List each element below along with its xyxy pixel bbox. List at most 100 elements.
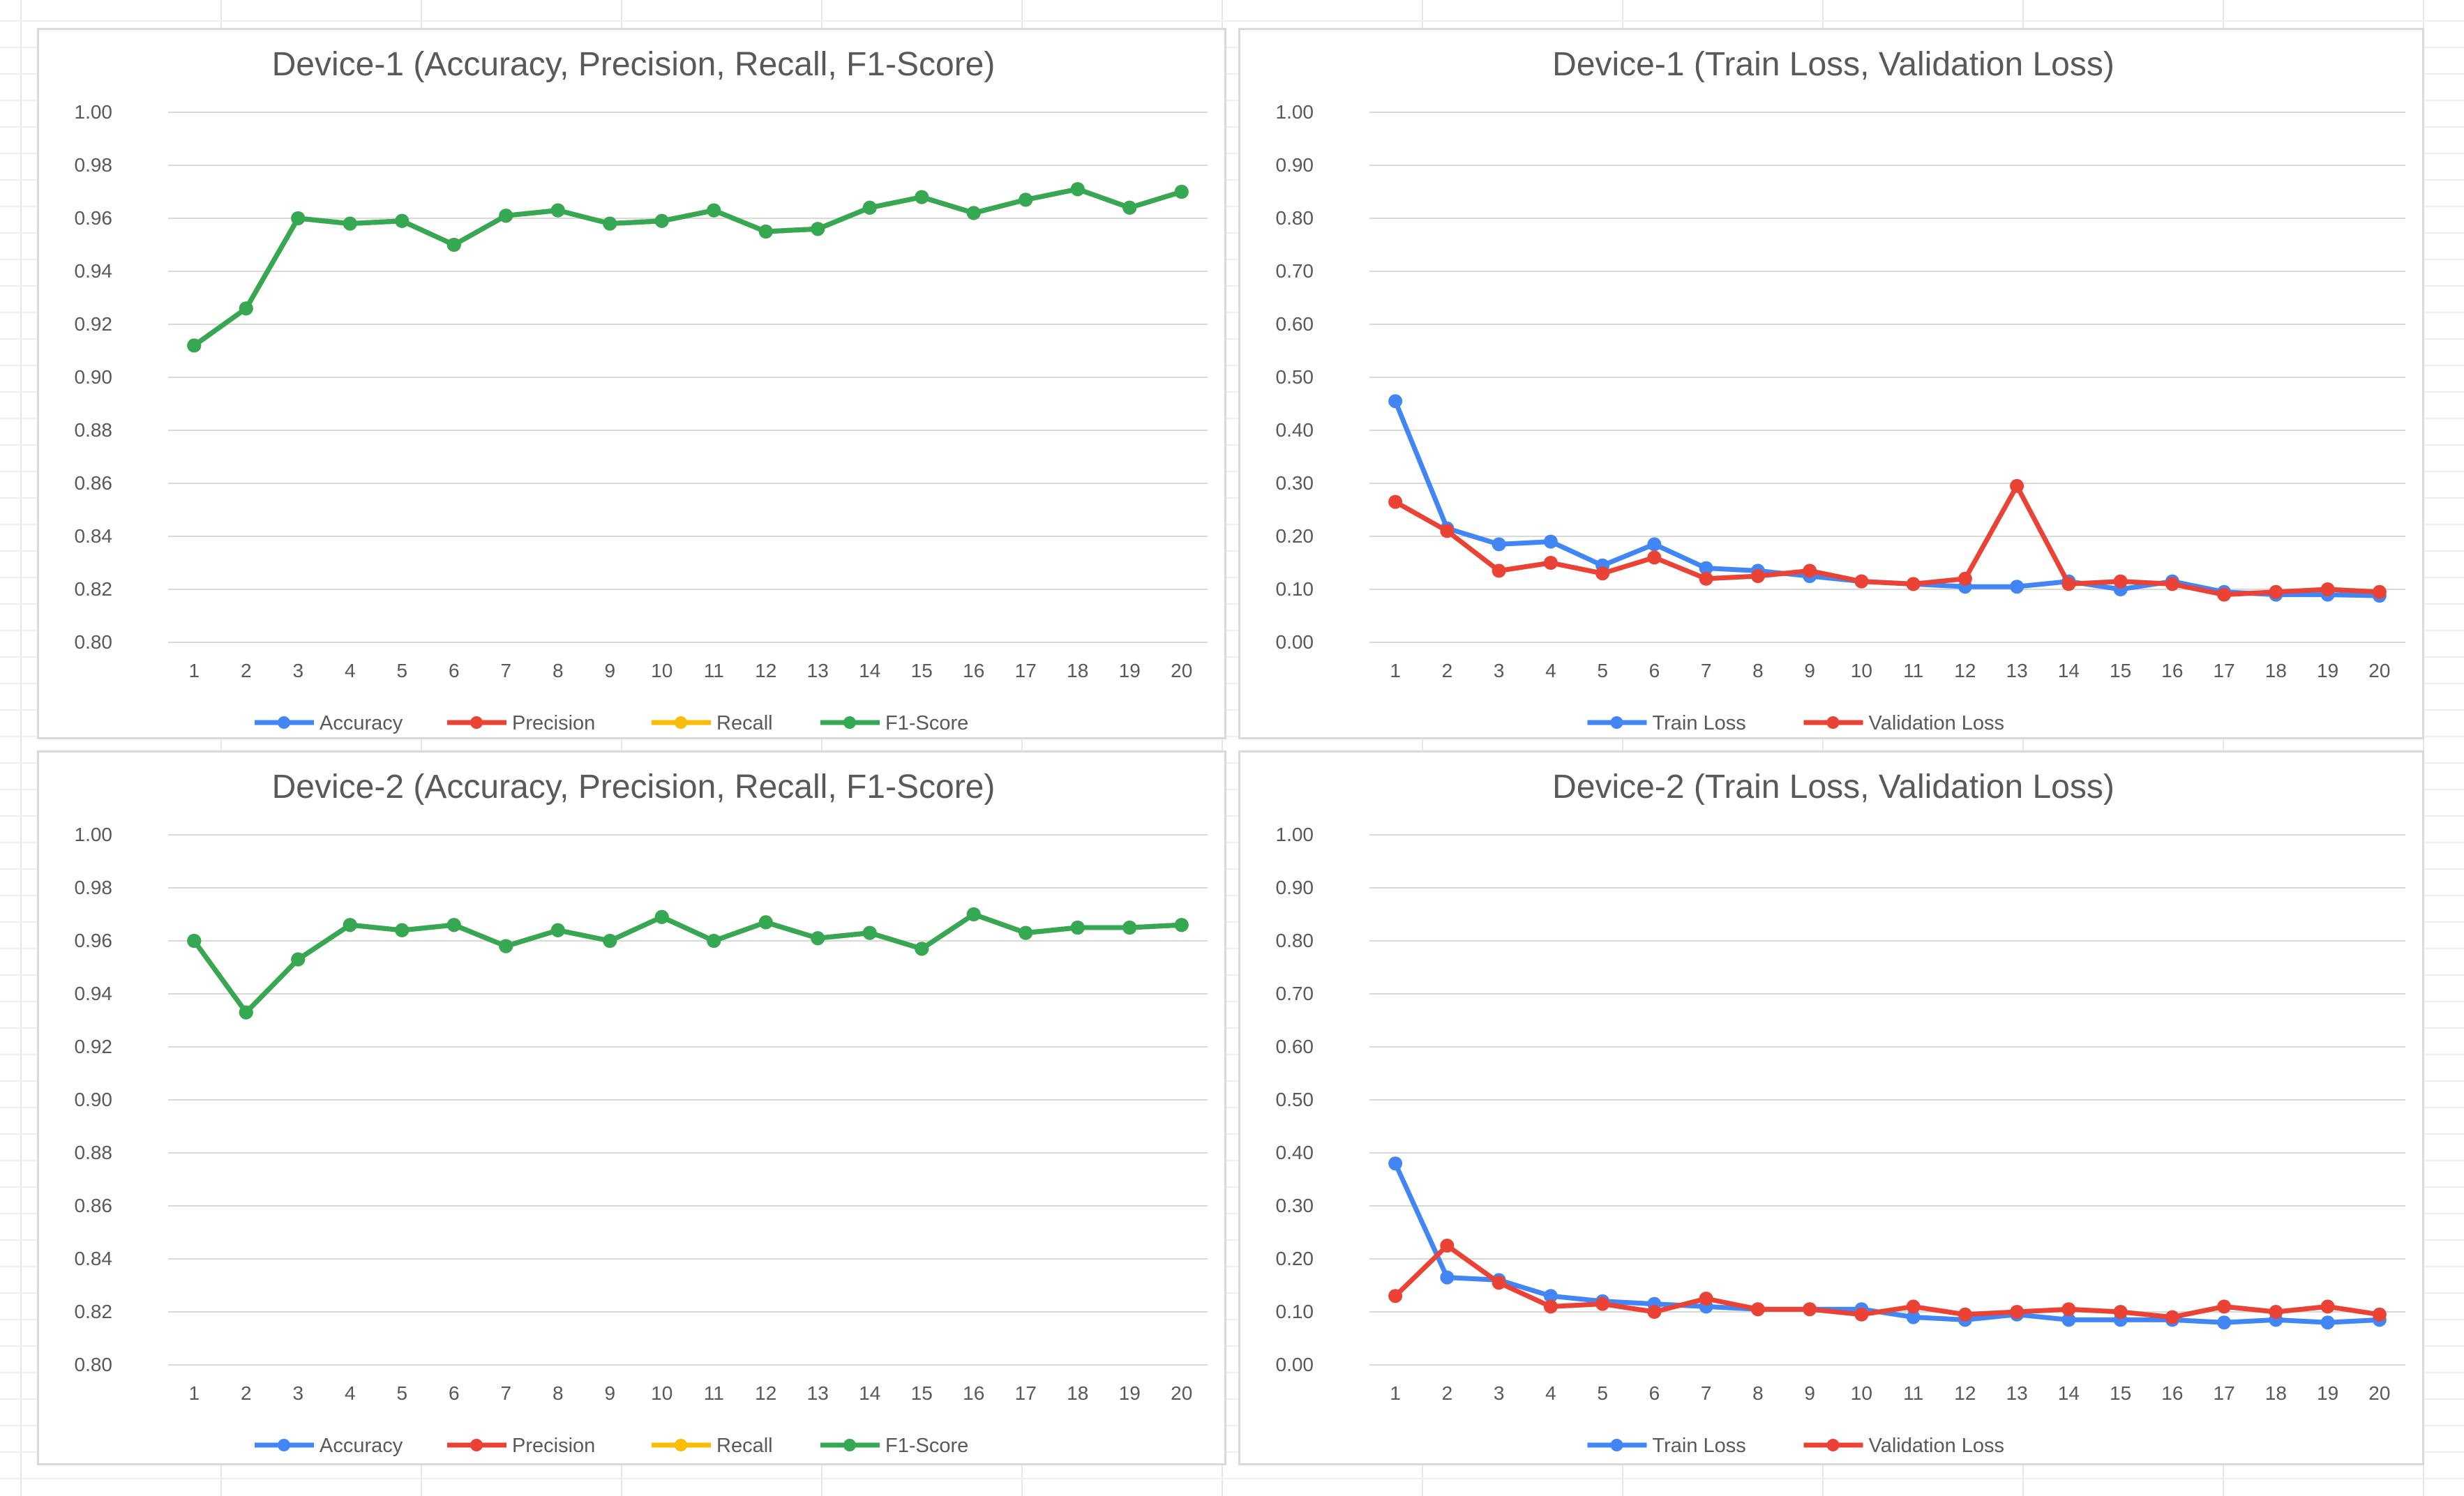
data-point: [862, 925, 877, 940]
x-tick-label: 5: [1597, 660, 1608, 681]
data-point: [1492, 1276, 1506, 1290]
x-tick-label: 6: [449, 1382, 460, 1404]
x-tick-label: 8: [553, 660, 564, 681]
data-point: [1750, 569, 1765, 583]
data-point: [1906, 1310, 1921, 1324]
data-point: [2113, 1305, 2128, 1319]
data-point: [1699, 571, 1713, 586]
y-tick-label: 0.20: [1276, 525, 1314, 547]
data-point: [1070, 182, 1085, 197]
y-tick-label: 0.20: [1276, 1248, 1314, 1269]
legend-label: Recall: [716, 712, 773, 734]
chart-device2-metrics[interactable]: Device-2 (Accuracy, Precision, Recall, F…: [37, 750, 1226, 1465]
x-tick-label: 17: [1015, 660, 1037, 681]
x-tick-label: 13: [807, 1382, 829, 1404]
data-point: [603, 934, 617, 948]
data-point: [654, 909, 669, 924]
data-point: [2061, 577, 2076, 591]
data-point: [758, 225, 773, 239]
data-point: [1906, 1299, 1921, 1314]
x-tick-label: 12: [755, 660, 776, 681]
data-point: [550, 203, 565, 218]
x-tick-label: 10: [651, 660, 673, 681]
series-line-train-loss: [1392, 1161, 2382, 1325]
legend-label: Train Loss: [1653, 712, 1746, 734]
x-tick-label: 5: [1597, 1382, 1608, 1404]
data-point: [1440, 524, 1455, 538]
x-tick-label: 3: [292, 1382, 303, 1404]
data-point: [1174, 185, 1189, 199]
legend-label: Accuracy: [320, 1435, 403, 1457]
data-point: [1803, 564, 1817, 578]
x-tick-label: 12: [755, 1382, 776, 1404]
x-tick-label: 14: [2058, 660, 2080, 681]
x-tick-label: 10: [1851, 660, 1872, 681]
y-tick-label: 0.80: [75, 1354, 113, 1375]
y-tick-label: 0.94: [75, 983, 113, 1004]
data-point: [2010, 478, 2024, 493]
data-point: [2320, 1299, 2335, 1314]
y-tick-label: 0.60: [1276, 313, 1314, 335]
x-tick-label: 8: [1752, 660, 1764, 681]
data-point: [2010, 580, 2024, 594]
legend-label: F1-Score: [885, 1435, 968, 1457]
series-line-accuracy: [191, 186, 1185, 348]
legend-marker: [843, 1439, 856, 1451]
chart-title: Device-2 (Train Loss, Validation Loss): [1552, 769, 2114, 806]
series-line-validation-loss: [1392, 483, 2382, 598]
legend-marker: [1826, 1439, 1840, 1451]
x-tick-label: 19: [1119, 660, 1141, 681]
chart-device1-loss[interactable]: Device-1 (Train Loss, Validation Loss) 0…: [1238, 28, 2424, 739]
y-tick-label: 0.84: [75, 1248, 113, 1269]
x-tick-label: 6: [1649, 1382, 1660, 1404]
data-point: [1070, 921, 1085, 935]
x-tick-label: 11: [704, 660, 724, 681]
data-point: [2217, 1315, 2232, 1330]
data-point: [2165, 1310, 2179, 1324]
chart-device2-loss[interactable]: Device-2 (Train Loss, Validation Loss) 0…: [1238, 750, 2424, 1465]
x-tick-label: 12: [1954, 1382, 1976, 1404]
data-point: [343, 216, 357, 231]
data-point: [2372, 584, 2387, 599]
y-tick-label: 0.96: [75, 930, 113, 951]
x-tick-label: 3: [1494, 660, 1505, 681]
data-point: [654, 213, 669, 228]
y-tick-label: 0.90: [75, 366, 113, 388]
y-tick-label: 0.82: [75, 1301, 113, 1322]
x-tick-label: 7: [500, 660, 511, 681]
data-point: [1388, 1289, 1403, 1304]
data-point: [1958, 1307, 1972, 1322]
x-tick-label: 10: [1851, 1382, 1872, 1404]
x-tick-label: 17: [2214, 660, 2235, 681]
data-point: [395, 213, 410, 228]
y-tick-label: 0.88: [75, 1142, 113, 1163]
y-tick-label: 0.82: [75, 578, 113, 600]
x-tick-label: 11: [1903, 660, 1923, 681]
data-point: [499, 939, 513, 953]
x-tick-label: 4: [1545, 660, 1556, 681]
x-tick-label: 14: [2058, 1382, 2080, 1404]
y-tick-label: 0.92: [75, 313, 113, 335]
data-point: [343, 918, 357, 932]
data-point: [1122, 200, 1137, 215]
legend-marker: [470, 1439, 483, 1451]
y-tick-label: 0.40: [1276, 419, 1314, 441]
chart-device1-metrics[interactable]: Device-1 (Accuracy, Precision, Recall, F…: [37, 28, 1226, 739]
legend-marker: [470, 716, 483, 729]
data-point: [1803, 1302, 1817, 1317]
data-point: [239, 301, 253, 316]
x-tick-label: 16: [963, 660, 984, 681]
x-tick-label: 20: [2368, 660, 2390, 681]
y-tick-label: 0.70: [1276, 260, 1314, 282]
y-tick-label: 0.80: [1276, 207, 1314, 229]
x-tick-label: 5: [396, 1382, 407, 1404]
x-tick-label: 19: [2317, 1382, 2338, 1404]
chart-svg: Device-1 (Accuracy, Precision, Recall, F…: [75, 46, 1208, 734]
data-point: [1543, 1289, 1558, 1304]
data-point: [966, 907, 981, 921]
y-tick-label: 0.60: [1276, 1036, 1314, 1057]
data-point: [1543, 556, 1558, 570]
data-point: [966, 206, 981, 220]
x-tick-label: 19: [2317, 660, 2338, 681]
y-tick-label: 0.86: [75, 472, 113, 494]
